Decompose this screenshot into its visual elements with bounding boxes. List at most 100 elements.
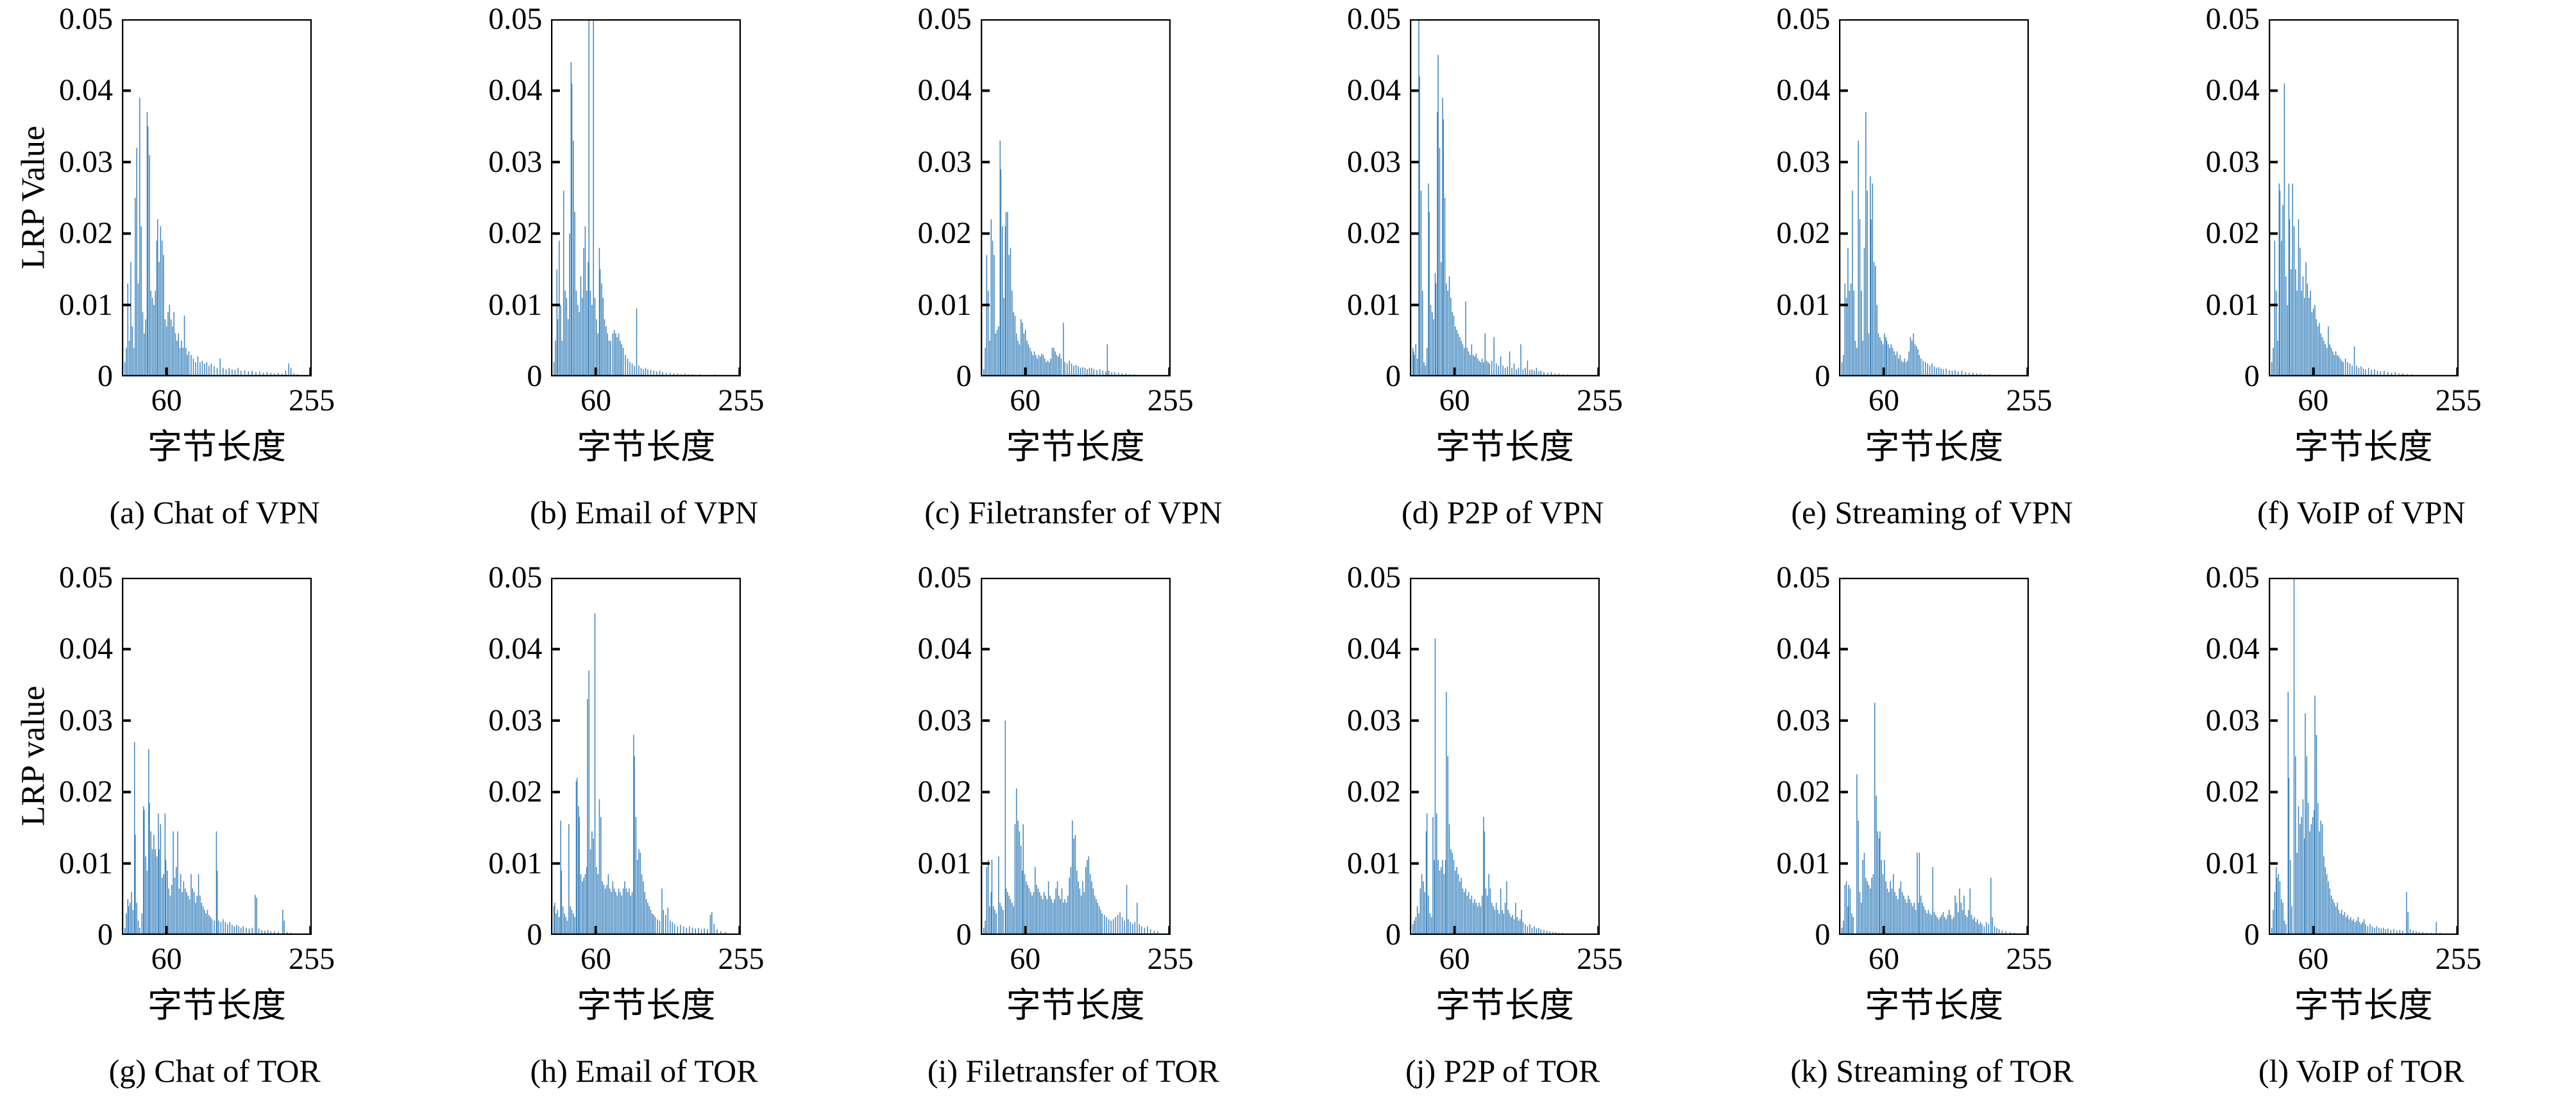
bar xyxy=(1909,899,1911,935)
bar xyxy=(2279,881,2280,935)
bar xyxy=(1928,910,1929,935)
x-tick-255: 255 xyxy=(1147,942,1194,976)
bar xyxy=(158,813,159,935)
subplot-a-chat-of-vpn: LRP Value 0.05 0.04 0.03 0.02 0.01 0 60 255 字… xyxy=(0,0,429,558)
bar xyxy=(1895,355,1897,376)
bar xyxy=(229,921,231,935)
bar xyxy=(582,298,583,376)
y-tick-label: 0.05 xyxy=(2205,560,2260,594)
bar xyxy=(176,340,178,376)
bar xyxy=(2307,802,2309,935)
bar xyxy=(206,362,208,376)
y-tick-label: 0.03 xyxy=(2205,703,2260,737)
bar xyxy=(1037,888,1038,935)
bar xyxy=(1890,881,1892,935)
bar xyxy=(1883,344,1884,376)
bar xyxy=(149,155,150,376)
bar xyxy=(2278,183,2280,376)
bar xyxy=(1446,692,1447,935)
bar xyxy=(2337,356,2339,376)
bar xyxy=(1925,910,1926,935)
bar xyxy=(198,874,199,935)
y-tick-label: 0.04 xyxy=(59,73,113,108)
y-tick-label: 0.05 xyxy=(1346,560,1401,594)
bar xyxy=(2336,902,2338,935)
bar xyxy=(1008,255,1010,376)
axis-tick-marks xyxy=(1410,90,1598,376)
y-tick-label: 0.03 xyxy=(917,703,972,737)
bar xyxy=(1960,902,1962,935)
bar xyxy=(151,849,153,935)
bar xyxy=(579,817,580,935)
bar xyxy=(167,870,168,935)
bar xyxy=(1106,917,1107,935)
bar xyxy=(659,920,661,935)
bar xyxy=(238,926,239,935)
x-axis-label: 字节长度 xyxy=(148,428,286,466)
bar xyxy=(2357,917,2359,935)
bar xyxy=(554,902,555,935)
bar xyxy=(1902,892,1903,935)
bar xyxy=(1934,912,1935,935)
bar xyxy=(1486,895,1488,935)
bar xyxy=(1064,899,1065,935)
bar xyxy=(1468,892,1470,935)
plot-area xyxy=(981,578,1171,935)
bar xyxy=(1012,906,1014,935)
bar xyxy=(1437,55,1439,376)
plot-svg xyxy=(122,19,312,376)
bar xyxy=(1965,914,1967,935)
bar xyxy=(627,358,629,376)
bar xyxy=(1903,895,1905,935)
bar xyxy=(266,372,268,376)
bar xyxy=(210,917,211,935)
bar xyxy=(178,888,180,935)
bar xyxy=(1512,914,1513,935)
bar xyxy=(1089,874,1091,935)
bar xyxy=(2353,919,2354,935)
x-axis-label: 字节长度 xyxy=(1865,428,2004,466)
bar xyxy=(995,333,996,376)
histogram-bars xyxy=(124,97,298,376)
bar xyxy=(2412,930,2414,935)
bar xyxy=(1900,881,1902,935)
bar xyxy=(2360,924,2362,935)
bar xyxy=(232,369,233,376)
bar xyxy=(1981,924,1983,935)
bar xyxy=(2390,930,2391,935)
bar xyxy=(577,777,578,935)
bar xyxy=(135,835,136,935)
bar xyxy=(256,898,257,935)
bar xyxy=(270,931,271,935)
bar xyxy=(165,326,167,376)
bar xyxy=(564,290,566,376)
y-tick-label: 0.01 xyxy=(2205,846,2260,880)
bar xyxy=(1023,333,1024,376)
bar xyxy=(1534,926,1535,935)
bar xyxy=(587,699,588,935)
bar xyxy=(1111,372,1112,376)
bar xyxy=(983,927,985,935)
plot-svg xyxy=(2269,19,2459,376)
histogram-bars xyxy=(2271,83,2418,376)
bar xyxy=(1455,326,1456,376)
bar xyxy=(1028,888,1030,935)
bar xyxy=(2309,290,2311,376)
bar xyxy=(174,877,176,935)
bar xyxy=(1949,369,1950,376)
bar xyxy=(179,348,181,376)
bar xyxy=(987,290,989,376)
subplot-k-streaming-of-tor: 0.05 0.04 0.03 0.02 0.01 0 60 255 字节长度 (k) St… xyxy=(1717,558,2146,1117)
bar xyxy=(2387,928,2389,935)
plot-svg xyxy=(981,19,1171,376)
bar xyxy=(136,147,137,376)
bar xyxy=(1094,895,1096,935)
bar xyxy=(2383,371,2385,376)
bar xyxy=(637,860,638,935)
x-tick-60: 60 xyxy=(151,942,182,976)
bar xyxy=(665,914,666,935)
bar xyxy=(1105,371,1106,376)
bar xyxy=(1858,820,1860,935)
bar xyxy=(624,881,626,935)
bar xyxy=(1522,921,1524,935)
